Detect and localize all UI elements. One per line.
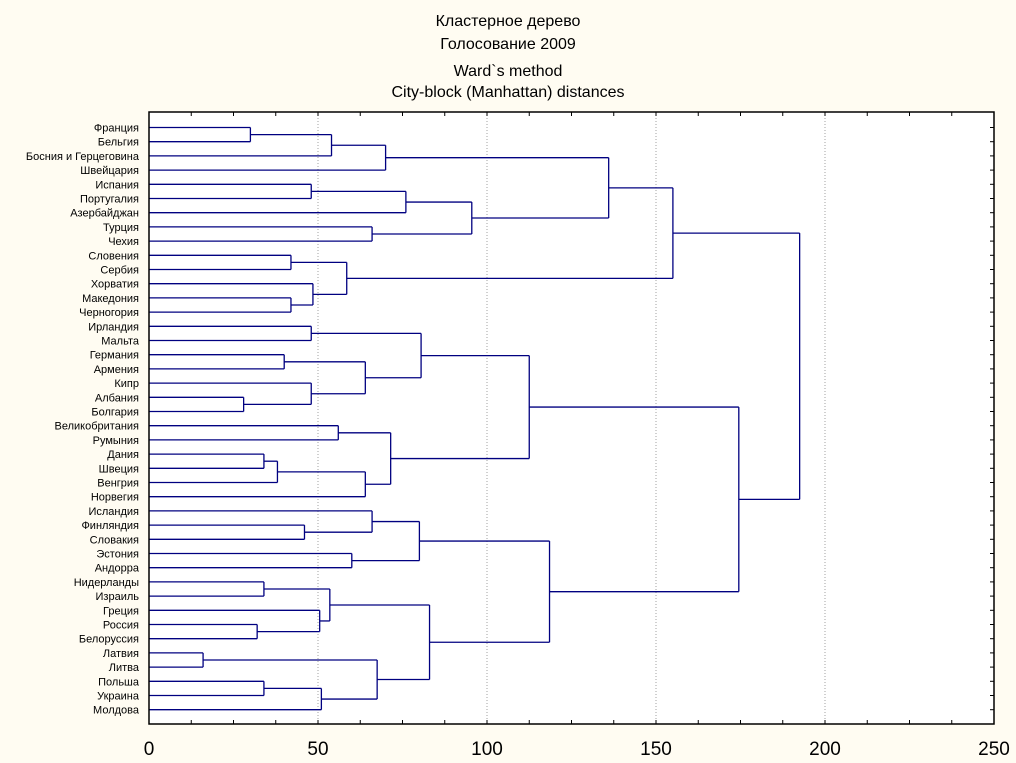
method-label: Ward`s method xyxy=(453,63,563,80)
distance-label: City-block (Manhattan) distances xyxy=(391,84,625,101)
x-tick-label: 0 xyxy=(144,739,155,760)
plot-area xyxy=(149,112,994,724)
leaf-label: Испания xyxy=(95,179,139,191)
leaf-label: Сербия xyxy=(100,265,139,277)
leaf-label: Чехия xyxy=(108,236,139,248)
leaf-label: Швейцария xyxy=(80,165,139,177)
leaf-label: Исландия xyxy=(88,506,139,518)
leaf-label: Латвия xyxy=(103,648,139,660)
leaf-label: Босния и Герцеговина xyxy=(26,151,140,163)
leaf-label: Турция xyxy=(103,222,139,234)
leaf-label: Португалия xyxy=(80,194,139,206)
leaf-label: Венгрия xyxy=(97,478,139,490)
leaf-label: Греция xyxy=(103,605,139,617)
leaf-label: Бельгия xyxy=(98,137,139,149)
chart-title: Кластерное дерево xyxy=(435,13,581,30)
leaf-label: Польша xyxy=(98,676,140,688)
leaf-label: Литва xyxy=(109,662,140,674)
leaf-label: Швеция xyxy=(99,463,139,475)
leaf-label: Белоруссия xyxy=(79,634,139,646)
plot-frame xyxy=(148,111,995,725)
leaf-label: Норвегия xyxy=(91,492,139,504)
leaf-label: Хорватия xyxy=(91,279,139,291)
x-tick-label: 250 xyxy=(978,739,1010,760)
leaf-label: Эстония xyxy=(96,549,139,561)
leaf-label: Андорра xyxy=(95,563,140,575)
leaf-label: Армения xyxy=(94,364,139,376)
leaf-label: Македония xyxy=(82,293,139,305)
x-tick-label: 50 xyxy=(307,739,328,760)
leaf-label: Украина xyxy=(97,691,140,703)
leaf-label: Словения xyxy=(88,250,139,262)
leaf-label: Румыния xyxy=(93,435,139,447)
leaf-label: Молдова xyxy=(93,705,140,717)
leaf-label: Словакия xyxy=(90,534,139,546)
leaf-label: Азербайджан xyxy=(70,208,139,220)
leaf-label: Израиль xyxy=(96,591,140,603)
leaf-label: Албания xyxy=(95,392,139,404)
leaf-label: Мальта xyxy=(101,336,140,348)
leaf-label: Великобритания xyxy=(55,421,140,433)
leaf-label: Кипр xyxy=(114,378,139,390)
leaf-label: Черногория xyxy=(79,307,139,319)
leaf-label: Россия xyxy=(103,620,139,632)
x-tick-label: 150 xyxy=(640,739,672,760)
leaf-label: Дания xyxy=(107,449,139,461)
leaf-label: Франция xyxy=(94,123,139,135)
leaf-label: Нидерланды xyxy=(74,577,139,589)
x-tick-label: 100 xyxy=(471,739,503,760)
leaf-label: Финляндия xyxy=(81,520,139,532)
chart-subtitle: Голосование 2009 xyxy=(440,36,576,53)
leaf-label: Ирландия xyxy=(88,321,139,333)
x-tick-label: 200 xyxy=(809,739,841,760)
leaf-label: Германия xyxy=(90,350,139,362)
leaf-label: Болгария xyxy=(91,407,139,419)
